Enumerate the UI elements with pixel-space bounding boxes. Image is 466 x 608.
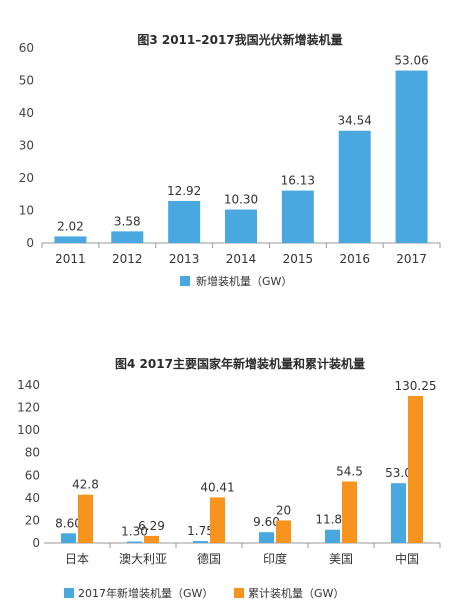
x-tick-label: 德国 [197,551,221,566]
y-tick-label: 20 [19,171,34,185]
bar-cumulative [78,494,93,543]
y-tick-label: 20 [25,513,40,527]
x-tick-label: 中国 [395,551,419,566]
chart-2: 图4 2017主要国家年新增装机量和累计装机量 0 20 40 60 80 100 120 1… [17,356,441,600]
y-tick-label: 50 [19,74,34,88]
y-tick-label: 40 [19,106,34,120]
legend-swatch [64,588,74,598]
legend-swatch [234,588,244,598]
y-tick-label: 60 [19,41,34,55]
data-label: 6.29 [138,519,165,533]
bar [395,70,428,244]
data-label: 53.06 [394,54,428,68]
chart-1: 图3 2011–2017我国光伏新增装机量 0 10 20 30 40 50 60 2.02 2… [19,32,441,288]
bar-new [259,532,274,543]
x-tick-label: 印度 [263,551,287,566]
bar [338,130,371,243]
bar-new [325,529,340,543]
data-label: 8.60 [55,516,82,530]
y-tick-label: 60 [25,468,40,482]
data-label: 130.25 [395,379,437,393]
data-label: 2.02 [57,219,84,233]
x-tick-label: 2017 [396,252,427,266]
x-tick-label: 2016 [339,252,370,266]
y-tick-label: 10 [19,204,34,218]
data-label: 12.92 [167,184,201,198]
data-label: 3.58 [114,214,141,228]
bar-cumulative [342,481,357,543]
bar [111,231,144,243]
bar-cumulative [144,535,159,543]
data-label: 53.0 [385,466,412,480]
x-tick-label: 2015 [283,252,314,266]
x-tick-label: 2014 [226,252,257,266]
bar [168,201,201,243]
legend-swatch [180,276,190,286]
data-label: 16.13 [281,174,315,188]
bar-new [391,483,406,543]
y-tick-label: 100 [17,423,40,437]
data-label: 1.30 [121,525,148,539]
x-tick-label: 澳大利亚 [119,552,167,566]
bar-cumulative [408,396,423,543]
y-tick-label: 140 [17,378,40,392]
bar-new [193,541,208,543]
legend-label: 累计装机量（GW） [248,586,344,600]
data-label: 54.5 [336,464,363,478]
x-tick-label: 美国 [329,552,353,566]
x-tick-label: 2013 [169,252,200,266]
data-label: 40.41 [200,480,234,494]
data-label: 11.80 [315,513,349,527]
bar-cumulative [210,497,225,543]
y-tick-label: 120 [17,401,40,415]
bar [281,190,314,243]
data-label: 20 [276,503,291,517]
y-tick-label: 0 [32,536,40,550]
bar [225,209,257,243]
y-tick-label: 30 [19,139,34,153]
y-tick-label: 80 [25,446,40,460]
x-tick-label: 2011 [55,252,86,266]
bar [54,236,87,243]
data-label: 1.75 [187,524,214,538]
y-tick-label: 0 [26,236,34,250]
bar-new [127,541,142,543]
bar-cumulative [276,520,291,543]
chart-1-title: 图3 2011–2017我国光伏新增装机量 [137,32,342,47]
x-tick-label: 日本 [65,552,89,566]
legend-label: 2017年新增装机量（GW） [78,586,213,600]
chart-2-title: 图4 2017主要国家年新增装机量和累计装机量 [115,356,365,371]
data-label: 34.54 [338,114,372,128]
x-tick-label: 2012 [112,252,143,266]
data-label: 9.60 [253,515,280,529]
bar-new [61,533,76,543]
data-label: 42.8 [72,478,99,492]
y-tick-label: 40 [25,491,40,505]
data-label: 10.30 [224,193,258,207]
legend-label: 新增装机量（GW） [196,274,292,288]
